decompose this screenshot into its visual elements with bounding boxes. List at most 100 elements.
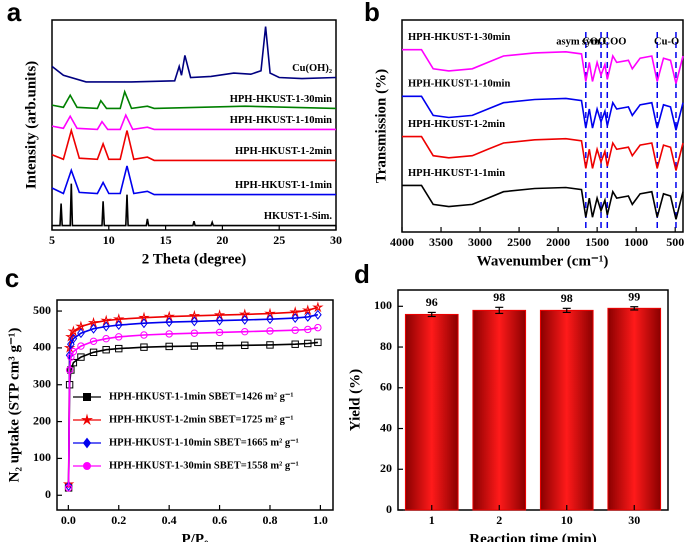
plot-frame bbox=[51, 19, 337, 231]
point bbox=[304, 325, 312, 334]
x-tick-label: 5 bbox=[49, 233, 55, 247]
annotation: sym COO bbox=[582, 36, 627, 47]
x-tick-label: 0.6 bbox=[212, 513, 227, 527]
y-tick-label: 60 bbox=[380, 380, 392, 394]
series-label: HPH-HKUST-1-2min bbox=[235, 146, 332, 157]
point bbox=[114, 320, 123, 331]
point bbox=[266, 341, 274, 349]
panel-label: b bbox=[364, 0, 380, 27]
series-line bbox=[51, 165, 336, 196]
x-axis-label: 2 Theta (degree) bbox=[142, 251, 246, 267]
x-tick-label: 0.2 bbox=[111, 513, 126, 527]
bar bbox=[404, 313, 459, 511]
x-tick-label: 2 bbox=[496, 513, 502, 527]
x-tick-label: 3000 bbox=[468, 235, 492, 249]
legend-marker bbox=[83, 393, 91, 401]
point bbox=[140, 331, 148, 339]
point bbox=[102, 334, 110, 343]
y-tick-label: 0 bbox=[386, 502, 392, 516]
y-tick-label: 500 bbox=[33, 303, 51, 317]
series-label: HPH-HKUST-1-2min bbox=[408, 119, 505, 130]
point bbox=[241, 327, 249, 336]
x-tick-label: 10 bbox=[561, 513, 573, 527]
y-axis-label: Yield (%) bbox=[347, 369, 363, 431]
series-line bbox=[67, 313, 319, 487]
series-line bbox=[51, 127, 336, 162]
value-label: 98 bbox=[561, 291, 573, 305]
y-tick-label: 100 bbox=[33, 450, 51, 464]
point bbox=[190, 316, 199, 327]
point bbox=[65, 366, 74, 374]
x-tick-label: 3500 bbox=[429, 235, 453, 249]
point bbox=[77, 353, 85, 361]
plot-frame bbox=[56, 299, 334, 511]
x-tick-label: 0.0 bbox=[61, 513, 76, 527]
legend-label: HPH-HKUST-1-2min SBET=1725 m² g⁻¹ bbox=[109, 414, 294, 425]
y-tick-label: 0 bbox=[45, 487, 51, 501]
panel-label: d bbox=[354, 259, 370, 289]
series-line bbox=[67, 326, 319, 488]
bar bbox=[539, 309, 594, 511]
point bbox=[115, 344, 123, 353]
panel-label: c bbox=[5, 263, 19, 293]
point bbox=[165, 317, 173, 328]
point bbox=[240, 314, 249, 325]
point bbox=[77, 342, 85, 350]
point bbox=[241, 341, 249, 350]
point bbox=[215, 341, 224, 350]
point bbox=[303, 311, 312, 322]
point bbox=[314, 338, 322, 347]
point bbox=[312, 301, 324, 313]
point bbox=[165, 342, 173, 351]
x-tick-label: 0.4 bbox=[162, 513, 177, 527]
series-line bbox=[402, 48, 684, 84]
point bbox=[89, 337, 98, 345]
point bbox=[67, 325, 80, 337]
point bbox=[140, 343, 148, 351]
x-tick-label: 4000 bbox=[390, 235, 414, 249]
point bbox=[102, 321, 110, 332]
y-axis-label: Intensity (arb.units) bbox=[23, 61, 39, 189]
legend-marker bbox=[82, 437, 92, 449]
x-tick-label: 20 bbox=[216, 233, 228, 247]
point bbox=[215, 315, 224, 326]
series-line bbox=[402, 95, 684, 131]
y-tick-label: 40 bbox=[380, 420, 392, 434]
plot-frame bbox=[397, 289, 669, 511]
x-tick-label: 1000 bbox=[624, 235, 648, 249]
annotation: Cu-O bbox=[654, 36, 679, 47]
x-tick-label: 2000 bbox=[546, 235, 570, 249]
point bbox=[165, 330, 173, 338]
point bbox=[89, 323, 98, 334]
point bbox=[102, 346, 110, 354]
series-label: HPH-HKUST-1-30min bbox=[230, 94, 332, 105]
y-axis-label: N₂ uptake (STP cm³ g⁻¹) bbox=[6, 328, 22, 483]
x-axis-label: Reaction time (min) bbox=[469, 531, 596, 542]
point bbox=[77, 328, 85, 339]
x-tick-label: 2500 bbox=[507, 235, 531, 249]
panel-label: a bbox=[7, 0, 22, 27]
point bbox=[314, 309, 322, 320]
series-label: Cu(OH)₂ bbox=[292, 63, 332, 74]
series-line bbox=[402, 135, 684, 171]
series-line bbox=[51, 26, 337, 83]
series-label: HKUST-1-Sim. bbox=[264, 211, 333, 222]
point bbox=[291, 313, 300, 324]
legend-marker bbox=[83, 462, 91, 470]
point bbox=[69, 333, 78, 344]
point bbox=[304, 339, 312, 348]
x-tick-label: 15 bbox=[160, 233, 172, 247]
y-tick-label: 300 bbox=[33, 376, 51, 390]
point bbox=[64, 481, 73, 492]
plot-frame bbox=[401, 19, 684, 233]
x-tick-label: 500 bbox=[666, 235, 684, 249]
x-axis-label: Wavenumber (cm⁻¹) bbox=[477, 253, 609, 269]
series-line bbox=[51, 113, 336, 131]
series-line bbox=[402, 184, 684, 220]
x-tick-label: 1 bbox=[429, 513, 435, 527]
point bbox=[266, 314, 274, 325]
series-line bbox=[52, 183, 336, 227]
y-axis-label: Transmission (%) bbox=[373, 69, 389, 183]
legend-label: HPH-HKUST-1-30min SBET=1558 m² g⁻¹ bbox=[109, 460, 299, 471]
